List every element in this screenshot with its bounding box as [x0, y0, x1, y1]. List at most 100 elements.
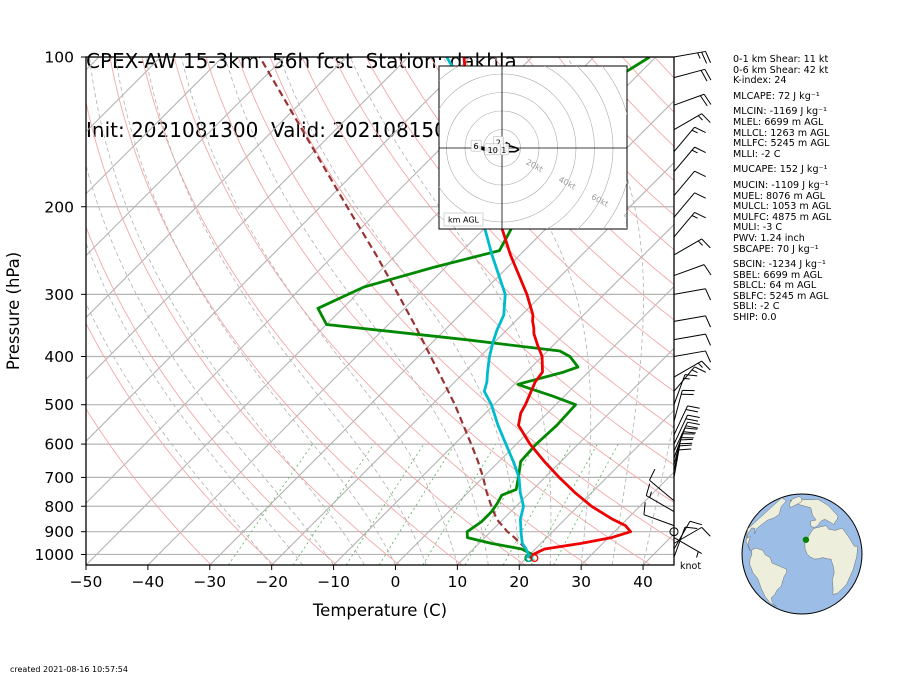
wind-barb-feather	[685, 409, 699, 413]
wind-units-label: knot	[680, 561, 701, 572]
hodograph-height-label: 2	[496, 138, 501, 147]
wind-barb-staff	[673, 350, 706, 357]
stat-row: MLCIN: -1169 J kg⁻¹	[733, 106, 827, 118]
x-tick-label: 0	[391, 573, 401, 591]
moist-adiabat-line	[566, 57, 644, 565]
x-tick-label: 10	[448, 573, 468, 591]
hodograph-height-box	[470, 139, 482, 152]
location-globe	[741, 493, 863, 615]
dry-adiabat-line	[173, 57, 589, 565]
wind-barb	[673, 350, 712, 363]
surface-marker	[530, 554, 539, 563]
isotherm-line	[86, 57, 224, 195]
stat-row: MULCL: 1053 m AGL	[733, 201, 832, 213]
wind-barb-staff	[646, 495, 675, 513]
dry-adiabat-line	[205, 57, 651, 565]
mixing-ratio-line	[292, 443, 375, 565]
wind-barb-half-feather	[649, 491, 652, 498]
wind-barb-feather	[701, 113, 711, 123]
wind-barb-feather	[694, 211, 706, 219]
wind-barb	[673, 264, 712, 277]
wind-barb-feather	[701, 51, 708, 64]
stat-row: K-index: 24	[733, 75, 787, 87]
y-tick-label: 100	[44, 49, 74, 67]
wind-barb-feather	[685, 418, 699, 422]
globe-station-marker	[802, 536, 810, 543]
moist-adiabat-line	[224, 57, 489, 565]
globe-continent	[745, 497, 787, 552]
wind-barb-feather	[684, 374, 698, 377]
isotherm-line	[86, 57, 162, 133]
isotherm-line	[86, 57, 471, 442]
stat-row: SBEL: 6699 m AGL	[733, 269, 823, 281]
dry-adiabat-line	[109, 57, 463, 565]
mixing-ratio-line	[228, 443, 313, 565]
globe-continent	[789, 496, 803, 508]
wind-barb-staff	[673, 333, 706, 341]
wind-barb-staff	[673, 146, 695, 172]
dry-adiabat-line	[269, 57, 674, 503]
stability-indices: 0-1 km Shear: 11 kt 0-6 km Shear: 42 kt K-…	[733, 54, 832, 324]
y-tick-label: 300	[44, 286, 74, 304]
wind-barb	[673, 50, 712, 64]
dry-adiabat-line	[86, 322, 275, 565]
wind-barb	[673, 414, 700, 445]
stat-row: 0-1 km Shear: 11 kt	[733, 54, 829, 65]
moist-adiabat-line	[115, 57, 396, 565]
wind-barb-staff	[673, 126, 695, 153]
wind-barb-staff	[673, 113, 702, 131]
x-tick-label: −10	[317, 573, 350, 591]
wind-barb	[649, 468, 675, 502]
wind-barb-feather	[703, 264, 712, 276]
wind-barb-half-feather	[697, 52, 701, 59]
hodograph-legend: km AGL	[448, 216, 480, 225]
hodograph-height-label: 10	[488, 146, 498, 155]
wind-barb-staff	[673, 315, 706, 322]
y-tick-label: 700	[44, 469, 74, 487]
mixing-ratio-line	[345, 443, 425, 565]
wind-barb-half-feather	[691, 129, 698, 134]
moist-adiabat-line	[86, 302, 273, 565]
wind-barb-staff	[673, 390, 683, 422]
wind-barb	[673, 93, 712, 107]
wind-barb	[645, 483, 675, 513]
wind-barb-feather	[694, 192, 706, 199]
dry-adiabat-line	[365, 57, 674, 392]
moist-adiabat-line	[349, 57, 552, 565]
y-tick-label: 400	[44, 348, 74, 366]
wind-barb	[673, 421, 700, 452]
wind-barb-feather	[701, 527, 711, 537]
wind-barb	[669, 527, 679, 537]
series-temperature	[462, 57, 632, 559]
wind-barb-feather	[645, 483, 651, 496]
wind-barb-feather	[678, 448, 692, 451]
wind-barb-staff	[673, 414, 688, 445]
wind-barb-staff	[673, 360, 702, 378]
isotherm-line	[271, 161, 674, 565]
wind-barb-feather	[694, 146, 706, 153]
wind-barb-feather	[705, 51, 712, 63]
stat-row: SBLFC: 5245 m AGL	[733, 290, 829, 302]
wind-barb-feather	[705, 350, 712, 363]
isotherm-line	[86, 57, 409, 381]
wind-barb-staff	[673, 264, 705, 277]
wind-barbs	[643, 50, 712, 558]
wind-barb	[673, 192, 706, 218]
wind-barb-feather	[694, 126, 706, 134]
moist-adiabat-line	[89, 57, 365, 565]
y-tick-label: 1000	[35, 546, 74, 564]
wind-barb	[673, 374, 698, 405]
stat-row: MLLI: -2 C	[733, 148, 781, 160]
wind-barb-staff	[673, 68, 706, 79]
wind-barb-feather	[701, 238, 711, 249]
wind-barb-half-feather	[696, 551, 699, 558]
stat-row: SBCAPE: 70 J kg⁻¹	[733, 243, 819, 255]
stat-row: 0-6 km Shear: 42 kt	[733, 64, 829, 76]
moist-adiabat-line	[145, 57, 427, 565]
wind-barb-feather	[687, 421, 700, 426]
moist-adiabat-line	[442, 57, 592, 565]
wind-barb	[673, 405, 700, 436]
wind-barb-feather	[649, 468, 656, 481]
stat-row: MLCAPE: 72 J kg⁻¹	[733, 90, 820, 102]
